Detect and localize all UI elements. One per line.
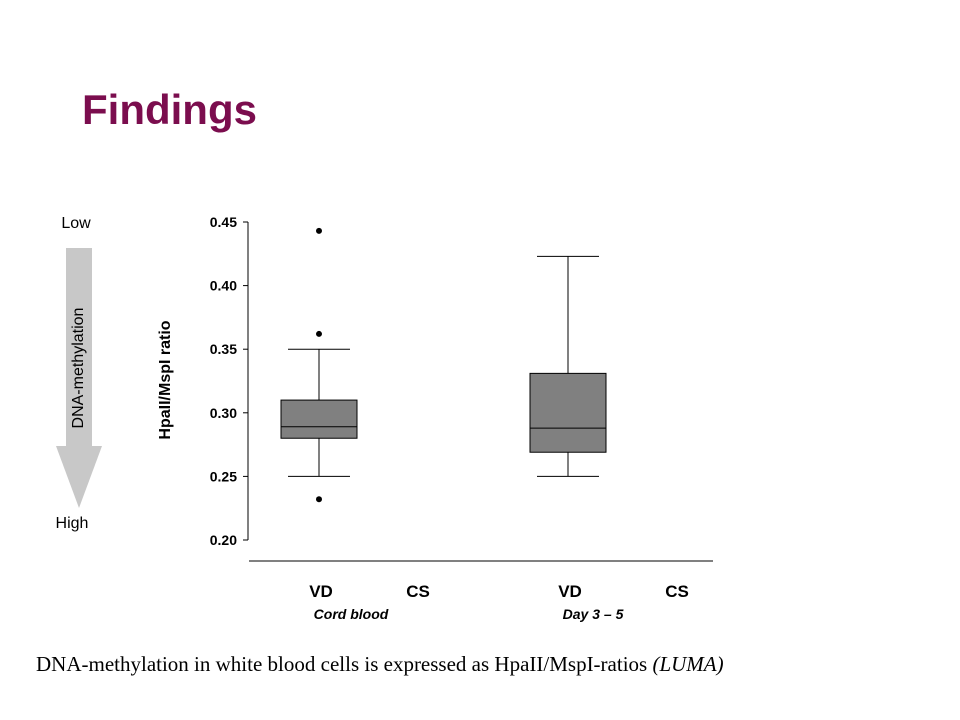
arrow-shaft — [66, 248, 92, 446]
y-ticks: 0.45 0.40 0.35 0.30 0.25 0.20 — [210, 214, 248, 548]
category-label: VD — [558, 582, 582, 601]
y-tick-label: 0.25 — [210, 468, 237, 484]
category-label: CS — [665, 582, 689, 601]
outlier-point — [316, 227, 322, 234]
group-label: Cord blood — [314, 606, 389, 622]
category-labels: VD CS VD CS Cord blood Day 3 – 5 — [309, 582, 689, 622]
box-iqr — [529, 372, 607, 453]
y-tick-label: 0.35 — [210, 341, 237, 357]
group-label: Day 3 – 5 — [563, 606, 624, 622]
outlier-point — [316, 496, 322, 503]
caption: DNA-methylation in white blood cells is … — [36, 652, 724, 677]
y-tick-label: 0.20 — [210, 532, 237, 548]
caption-italic: (LUMA) — [652, 652, 724, 676]
boxes — [280, 227, 607, 503]
low-label: Low — [61, 215, 91, 232]
slide-title: Findings — [82, 86, 257, 133]
arrow-head — [56, 446, 102, 508]
caption-text: DNA-methylation in white blood cells is … — [36, 652, 653, 676]
y-tick-label: 0.30 — [210, 405, 237, 421]
box-iqr — [280, 399, 358, 439]
high-label: High — [56, 515, 89, 532]
methylation-arrow — [56, 248, 102, 508]
category-label: CS — [406, 582, 430, 601]
y-axis-label: HpaII/MspI ratio — [157, 320, 174, 439]
outlier-point — [316, 330, 322, 337]
category-label: VD — [309, 582, 333, 601]
y-tick-label: 0.45 — [210, 214, 237, 230]
y-tick-label: 0.40 — [210, 278, 237, 294]
arrow-label: DNA-methylation — [70, 308, 87, 429]
